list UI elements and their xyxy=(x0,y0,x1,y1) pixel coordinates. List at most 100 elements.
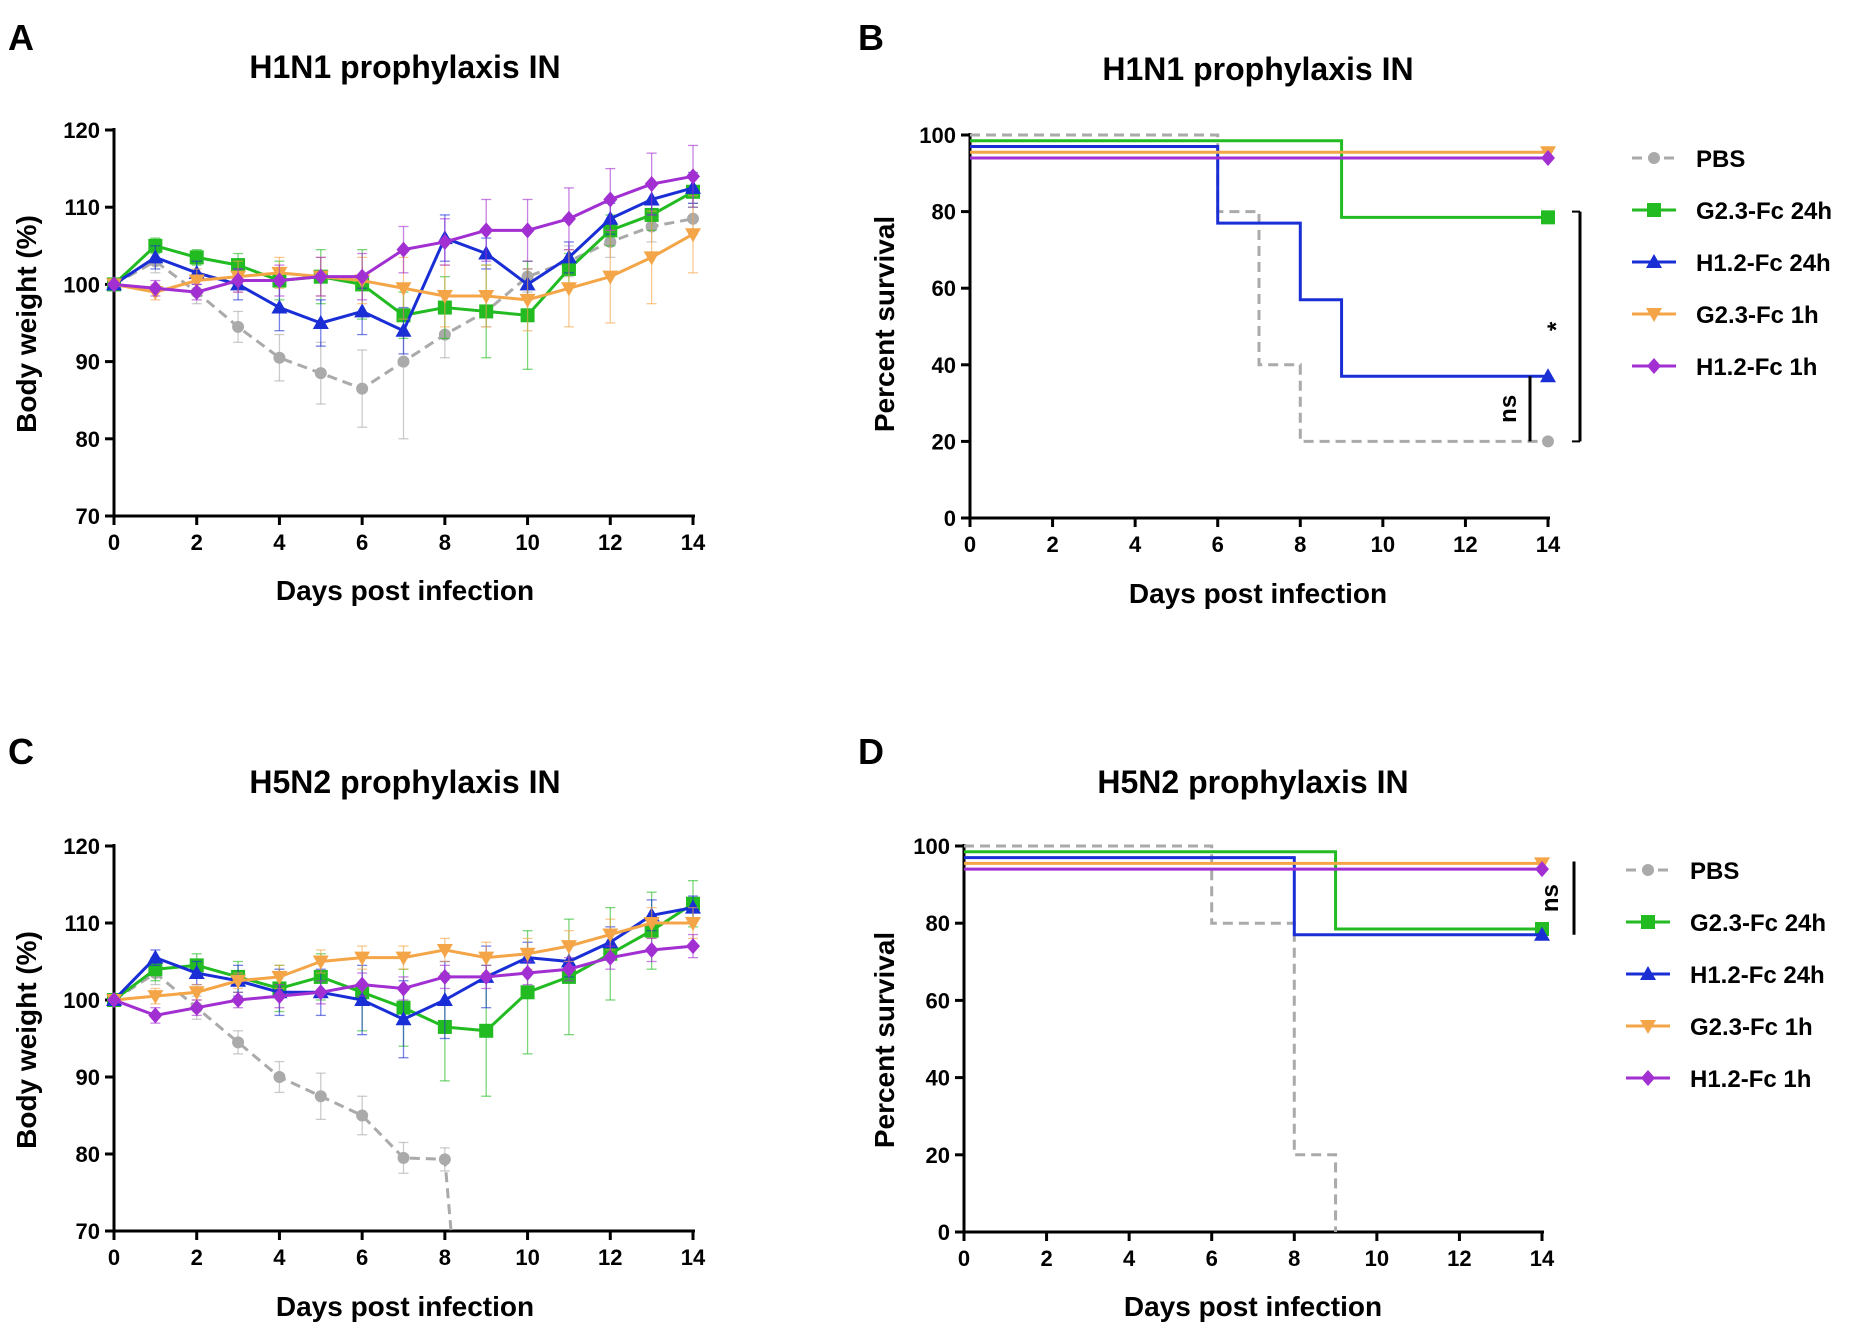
panel-c-series-h1-2-fc-1h-point xyxy=(396,980,411,997)
panel-b-series-g2-3-fc-24h-end-marker xyxy=(1541,210,1555,225)
panel-a-x-tick-label: 8 xyxy=(439,530,451,555)
panel-d-y-tick-label: 40 xyxy=(926,1066,950,1091)
panel-b-legend-pbs: PBS xyxy=(1632,146,1745,173)
panel-c-y-tick-label: 90 xyxy=(76,1065,100,1090)
panel-b-legend-g2-3-fc-1h: G2.3-Fc 1h xyxy=(1632,302,1819,329)
panel-c-series-g2-3-fc-1h-point xyxy=(436,943,453,958)
panel-d-title: H5N2 prophylaxis IN xyxy=(1097,764,1408,800)
panel-c-series-g2-3-fc-1h-point xyxy=(354,951,371,966)
panel-b-series-h1-2-fc-24h xyxy=(970,144,1556,383)
panel-a-x-tick-label: 12 xyxy=(598,530,622,555)
panel-a-series-g2-3-fc-1h-point xyxy=(560,282,577,297)
panel-c-y-tick-label: 70 xyxy=(76,1219,100,1244)
panel-d-x-tick-label: 2 xyxy=(1040,1246,1052,1271)
panel-b-y-tick-label: 0 xyxy=(944,506,956,531)
panel-c-series-pbs-point xyxy=(397,1151,410,1164)
panel-d-legend-h1-2-fc-24h-label: H1.2-Fc 24h xyxy=(1690,962,1825,989)
panel-a-series-h1-2-fc-1h-point xyxy=(148,280,163,297)
panel-c-series-h1-2-fc-24h-point xyxy=(685,899,701,914)
panel-b-ylabel: Percent survival xyxy=(869,216,900,432)
panel-d-y-tick-label: 100 xyxy=(913,834,950,859)
panel-a-series-pbs-point xyxy=(397,355,410,368)
panel-a-series-h1-2-fc-1h xyxy=(107,144,700,301)
panel-d-legend-g2-3-fc-1h: G2.3-Fc 1h xyxy=(1626,1014,1813,1041)
panel-c-x-tick-label: 8 xyxy=(439,1245,451,1270)
panel-a-series-g2-3-fc-1h-point xyxy=(685,228,701,243)
panel-a-x-tick-label: 10 xyxy=(515,530,539,555)
panel-b-y-tick-label: 20 xyxy=(932,429,956,454)
panel-c-series-g2-3-fc-1h-point xyxy=(147,990,164,1005)
panel-c-series-g2-3-fc-1h-point xyxy=(519,947,536,962)
panel-b-title: H1N1 prophylaxis IN xyxy=(1102,51,1413,87)
panel-c-series-h1-2-fc-1h-point xyxy=(603,949,618,966)
panel-c-series-h1-2-fc-1h-point xyxy=(437,968,452,985)
panel-b-x-tick-label: 6 xyxy=(1212,532,1224,557)
panel-d: D H5N2 prophylaxis IN Days post infectio… xyxy=(858,731,1826,1322)
panel-b-legend-pbs-marker xyxy=(1648,152,1660,164)
panel-c-series-pbs-point xyxy=(232,1036,245,1049)
panel-a-series-g2-3-fc-1h-point xyxy=(602,270,619,285)
panel-b-legend-h1-2-fc-1h-label: H1.2-Fc 1h xyxy=(1696,354,1817,381)
panel-a-y-tick-label: 110 xyxy=(65,195,101,220)
panel-d-series-h1-2-fc-24h xyxy=(964,856,1550,941)
panel-b-legend: PBS G2.3-Fc 24h H1.2-Fc 24h G2.3-Fc 1h H1.2-… xyxy=(1632,146,1832,381)
panel-a-y-tick-label: 80 xyxy=(76,427,100,452)
panel-a-series-h1-2-fc-1h-point xyxy=(355,268,370,285)
panel-c: C H5N2 prophylaxis IN Days post infectio… xyxy=(8,731,706,1322)
panel-c-xlabel: Days post infection xyxy=(276,1291,534,1322)
panel-d-series-h1-2-fc-24h-end-marker xyxy=(1534,926,1550,941)
panel-c-series-h1-2-fc-1h-point xyxy=(644,941,659,958)
panel-a-series-g2-3-fc-1h-point xyxy=(643,251,660,266)
panel-a-series-h1-2-fc-1h-point xyxy=(231,272,246,289)
panel-c-title: H5N2 prophylaxis IN xyxy=(249,764,560,800)
panel-b-x-tick-label: 0 xyxy=(964,532,976,557)
panel-a-series-h1-2-fc-24h-point xyxy=(395,322,412,337)
panel-b-x-tick-label: 2 xyxy=(1046,532,1058,557)
panel-a-series-pbs-point xyxy=(314,367,327,380)
panel-a-series-pbs-point xyxy=(273,351,286,364)
panel-a-x-tick-label: 14 xyxy=(681,530,706,555)
panel-d-legend-g2-3-fc-24h-label: G2.3-Fc 24h xyxy=(1690,910,1826,937)
panel-b-legend-h1-2-fc-24h-marker xyxy=(1646,254,1662,268)
panel-b: B H1N1 prophylaxis IN Days post infectio… xyxy=(858,17,1832,609)
panel-b-x-tick-label: 10 xyxy=(1371,532,1395,557)
panel-a-series-h1-2-fc-1h-point xyxy=(603,191,618,208)
panel-a-series-h1-2-fc-24h-point xyxy=(312,315,329,329)
panel-d-legend-pbs-label: PBS xyxy=(1690,858,1739,885)
panel-c-series-h1-2-fc-24h-point xyxy=(354,992,371,1006)
panel-a-series-h1-2-fc-24h-point xyxy=(271,299,288,314)
panel-c-series-g2-3-fc-1h-point xyxy=(602,928,619,943)
panel-c-y-tick-label: 100 xyxy=(63,988,100,1013)
panel-d-y-tick-label: 80 xyxy=(926,911,950,936)
panel-b-series-pbs-line xyxy=(970,133,1548,443)
panel-b-y-tick-label: 60 xyxy=(932,276,956,301)
panel-c-series-pbs-point xyxy=(438,1153,451,1166)
panel-c-x-tick-label: 12 xyxy=(598,1245,622,1270)
panel-a-x-tick-label: 6 xyxy=(356,530,368,555)
panel-c-series-h1-2-fc-1h-point xyxy=(231,992,246,1008)
panel-c-series-h1-2-fc-1h-point xyxy=(686,938,700,955)
panel-b-x-tick-label: 8 xyxy=(1294,532,1306,557)
panel-d-legend-pbs: PBS xyxy=(1626,858,1739,885)
panel-d-series-h1-2-fc-1h xyxy=(964,861,1549,878)
panel-d-x-tick-label: 4 xyxy=(1123,1246,1136,1271)
panel-c-series-h1-2-fc-1h xyxy=(107,933,700,1024)
panel-b-x-tick-label: 14 xyxy=(1536,532,1561,557)
panel-c-y-tick-label: 120 xyxy=(63,834,100,859)
panel-a-ylabel: Body weight (%) xyxy=(11,215,42,433)
panel-b-legend-pbs-label: PBS xyxy=(1696,146,1745,173)
panel-a-series-g2-3-fc-1h-point xyxy=(188,274,205,289)
panel-c-series-g2-3-fc-1h-point xyxy=(312,955,329,970)
panel-a-series-h1-2-fc-1h-point xyxy=(313,268,328,285)
panel-b-series-pbs xyxy=(970,133,1554,448)
panel-b-y-tick-label: 80 xyxy=(932,200,956,225)
panel-d-x-tick-label: 12 xyxy=(1447,1246,1471,1271)
panel-a-series-h1-2-fc-1h-point xyxy=(272,272,287,289)
panel-d-legend: PBS G2.3-Fc 24h H1.2-Fc 24h G2.3-Fc 1h H1.2-… xyxy=(1626,858,1826,1093)
panel-b-series-pbs-end-marker xyxy=(1542,435,1554,448)
panel-c-series-g2-3-fc-1h-point xyxy=(643,917,660,931)
panel-d-ylabel: Percent survival xyxy=(869,932,900,1148)
panel-a-series-h1-2-fc-1h-point xyxy=(644,176,659,193)
panel-a-series-g2-3-fc-1h-point xyxy=(478,289,495,304)
panel-a-series-h1-2-fc-1h-point xyxy=(561,210,576,227)
